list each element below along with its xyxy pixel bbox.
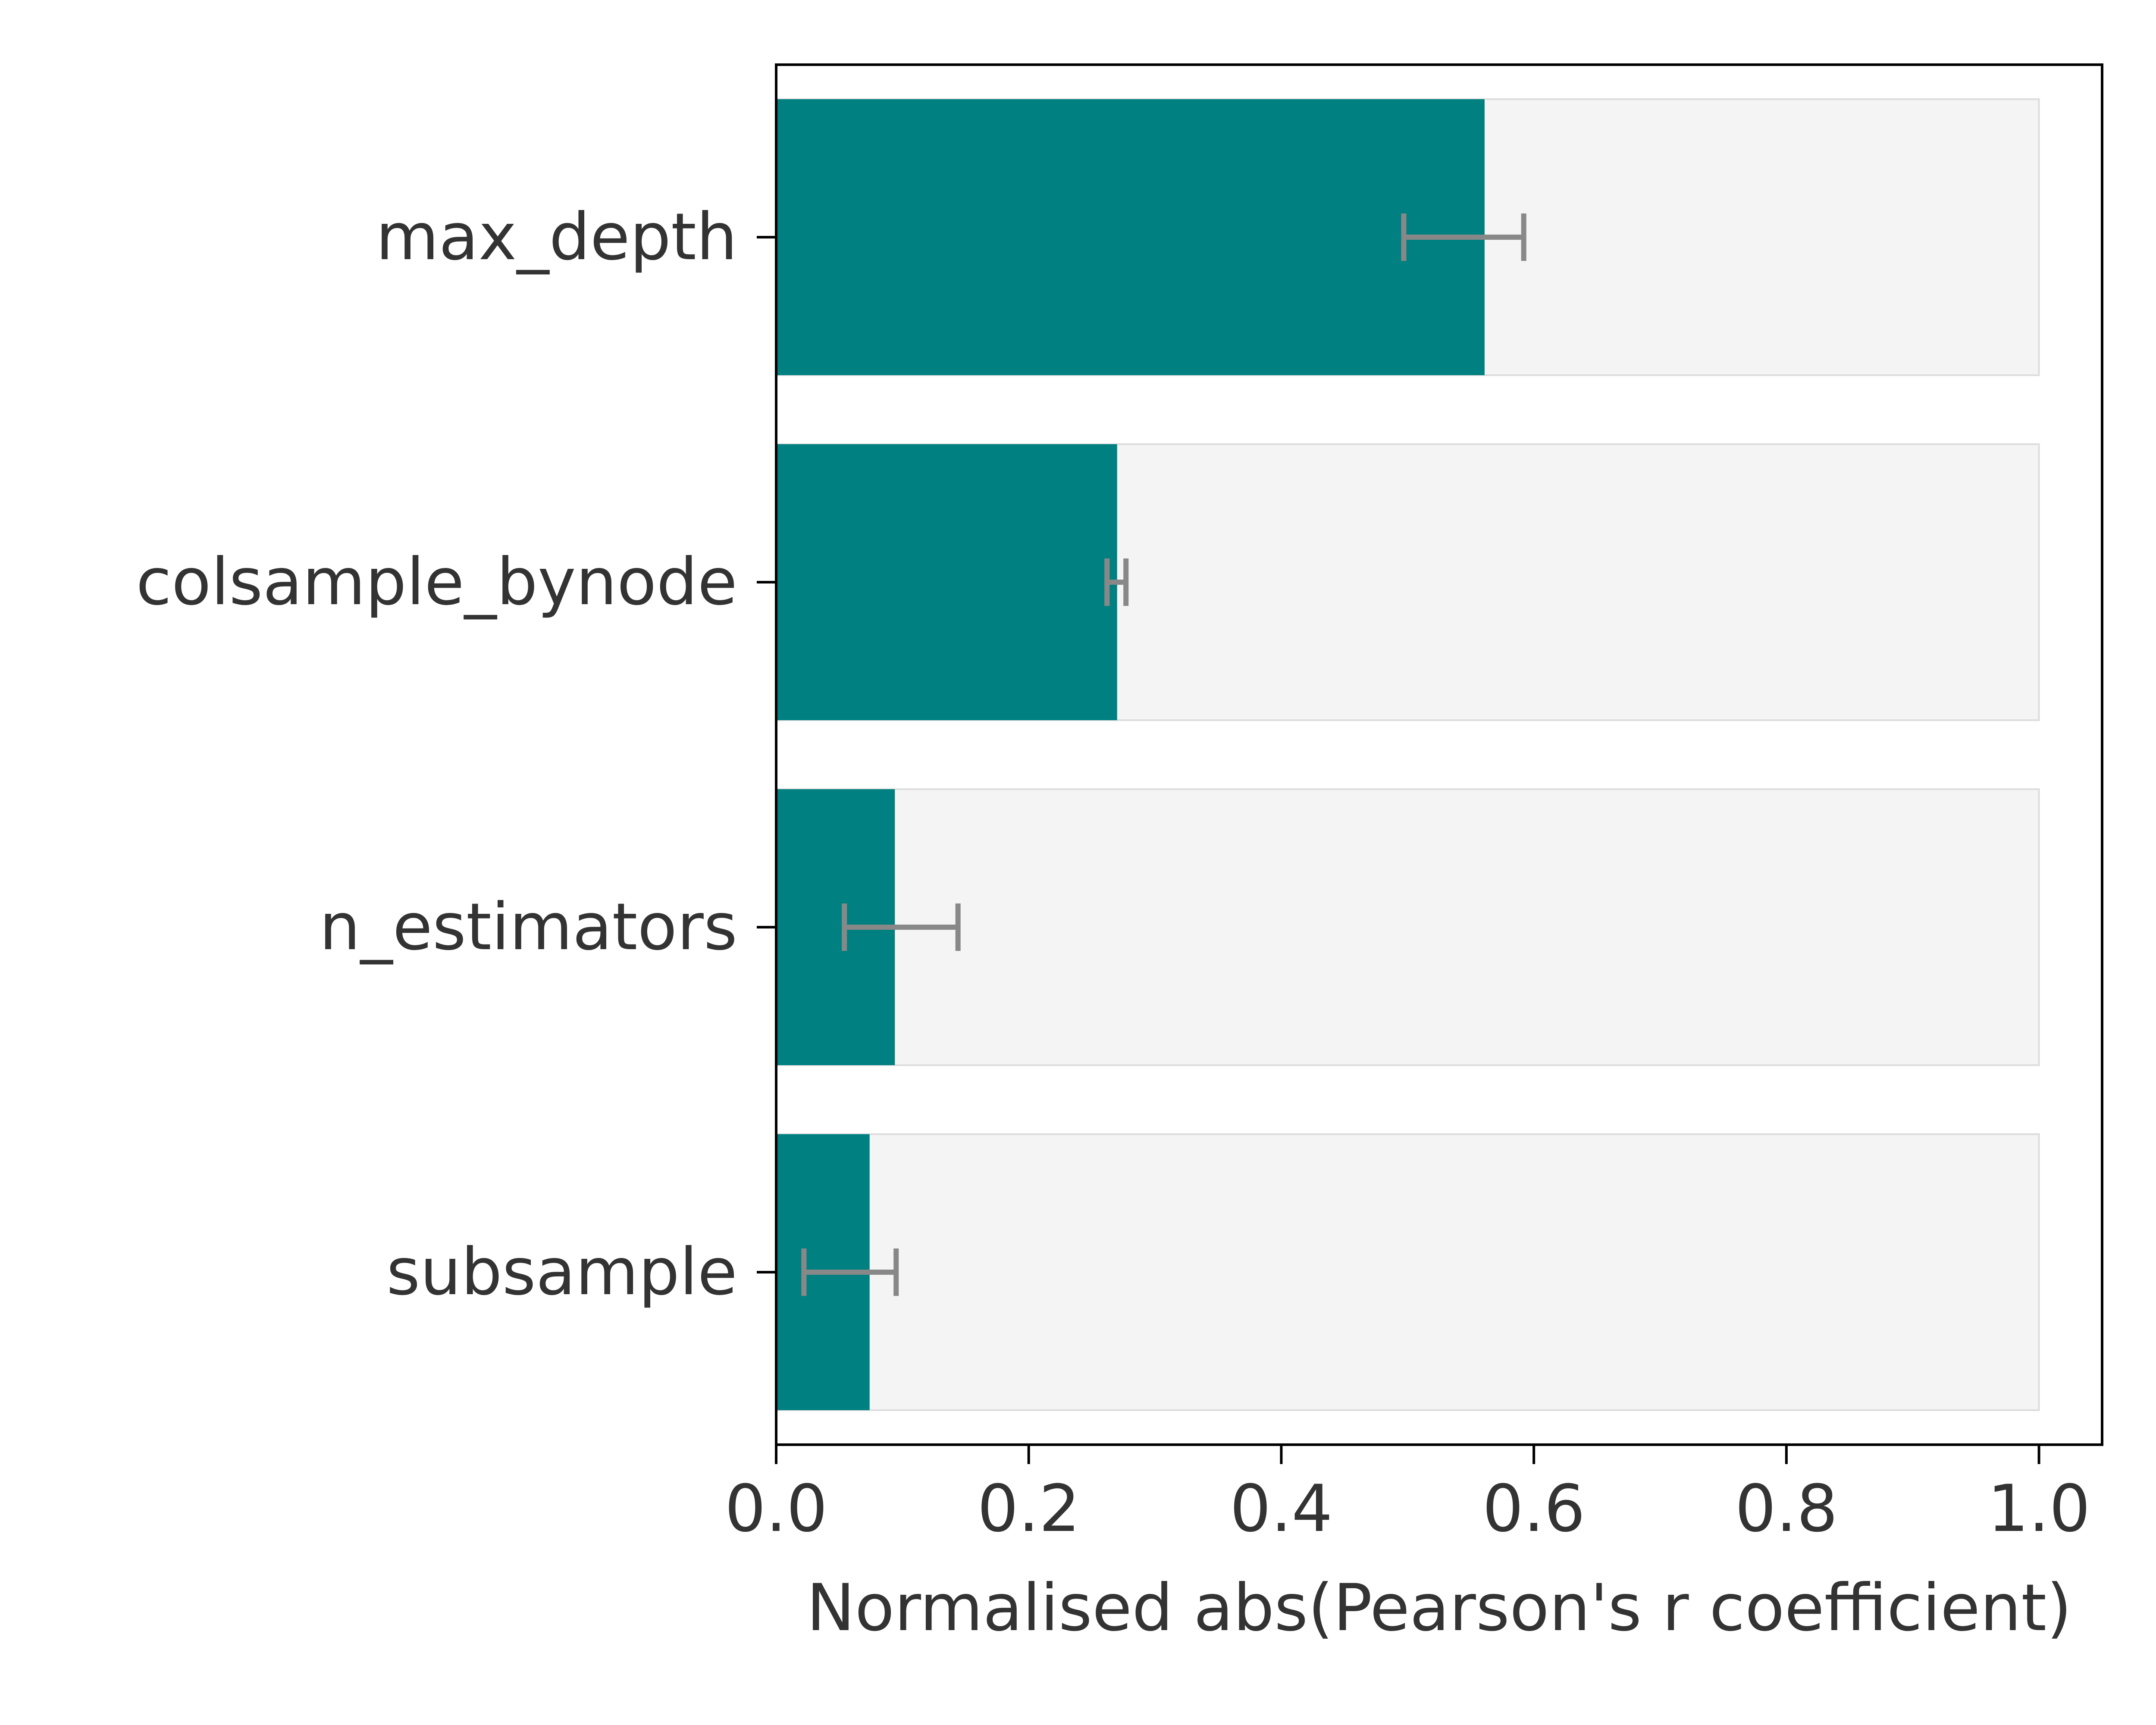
y-tick-label-n-estimators: n_estimators — [320, 890, 737, 965]
bar-colsample-bynode — [776, 444, 1117, 720]
background-bar-n-estimators — [775, 788, 2040, 1066]
x-axis: 0.0 0.2 0.4 0.6 0.8 1.0 — [725, 1445, 2090, 1546]
y-tick-label-subsample: subsample — [386, 1235, 737, 1310]
error-bars — [801, 213, 1526, 1296]
error-bar-colsample-bynode — [1104, 558, 1129, 606]
y-tick-label-max-depth: max_depth — [376, 200, 737, 275]
x-tick-label-0-6: 0.6 — [1482, 1471, 1586, 1546]
y-axis: max_depth colsample_bynode n_estimatorssub… — [136, 200, 776, 1310]
error-bar-n-estimators — [842, 903, 961, 951]
y-tick-label-colsample-bynode: colsample_bynode — [136, 545, 737, 620]
background-bar-subsample — [775, 1133, 2040, 1411]
bar-max-depth — [776, 99, 1485, 375]
error-bar-subsample — [801, 1248, 899, 1296]
background-bars — [775, 98, 2040, 1411]
x-tick-label-0-8: 0.8 — [1735, 1471, 1838, 1546]
x-tick-label-0-4: 0.4 — [1230, 1471, 1333, 1546]
x-tick-label-1-0: 1.0 — [1987, 1471, 2090, 1546]
x-axis-label: Normalised abs(Pearson's r coefficient) — [806, 1571, 2071, 1646]
x-tick-label-0-0: 0.0 — [725, 1471, 828, 1546]
plot-frame — [775, 63, 2103, 1446]
x-tick-label-0-2: 0.2 — [977, 1471, 1080, 1546]
error-bar-max-depth — [1401, 213, 1526, 261]
